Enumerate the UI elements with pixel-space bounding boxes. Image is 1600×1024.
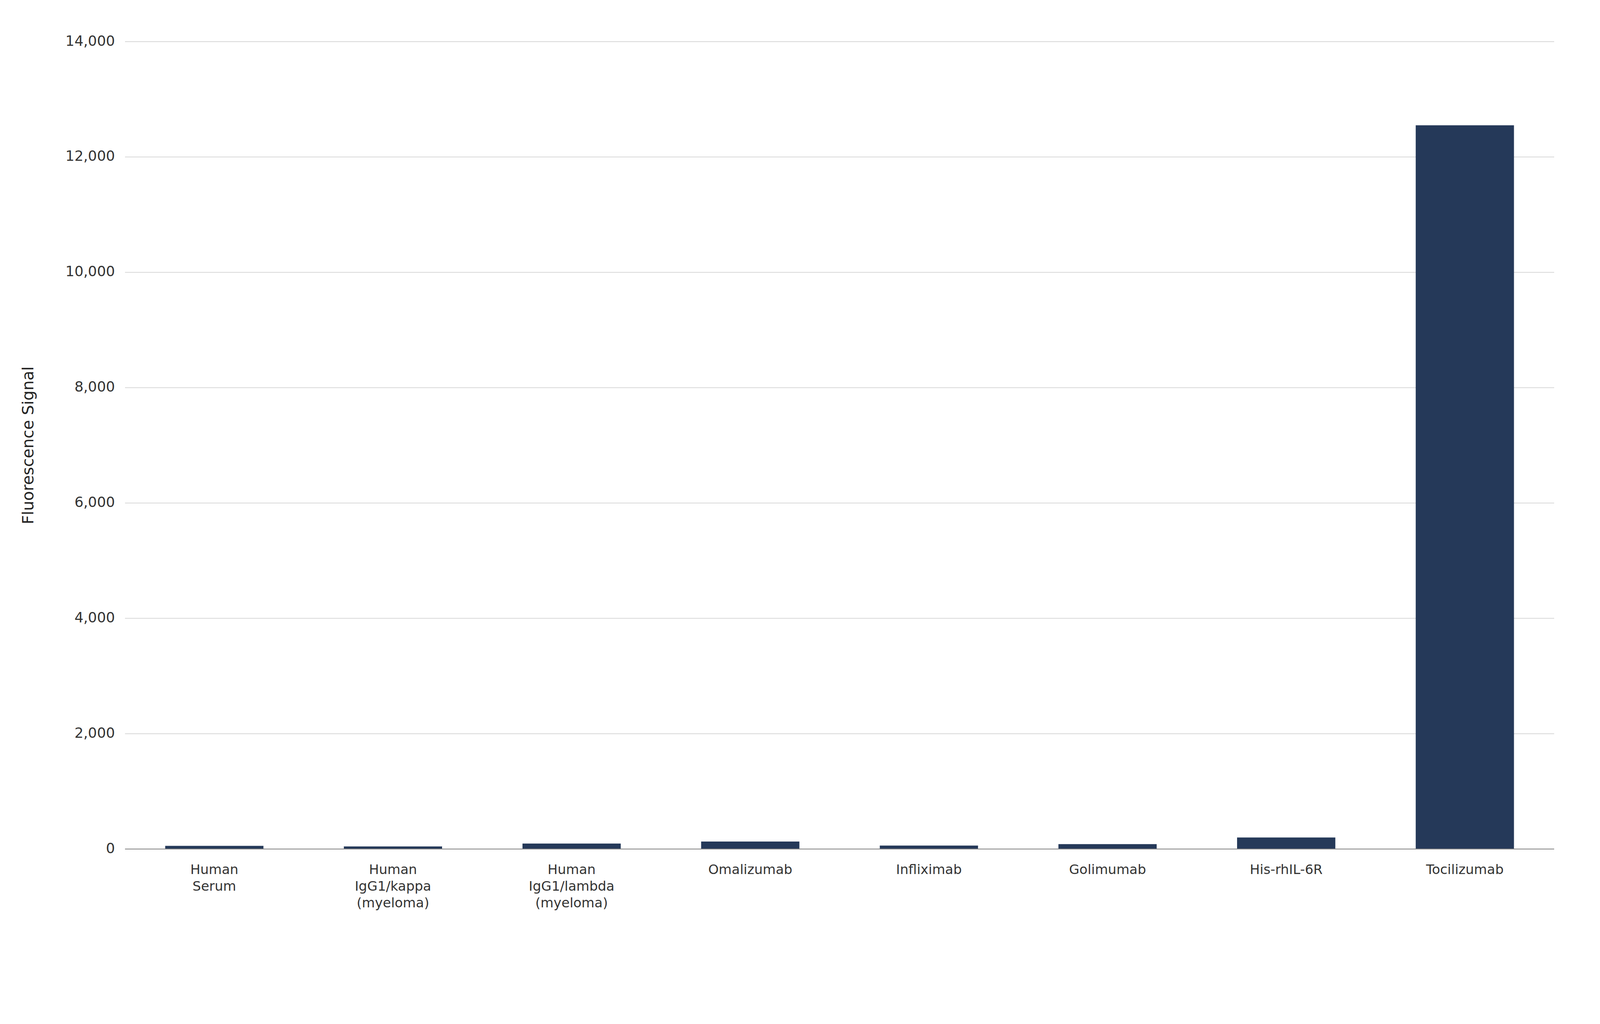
x-tick-label-line: Human (368, 861, 417, 878)
x-tick-label-line: Human (190, 861, 239, 878)
bar (701, 841, 800, 850)
grid-line (125, 156, 1555, 158)
grid-line (125, 41, 1555, 43)
bar (1237, 837, 1336, 850)
x-tick-label-line: Infliximab (896, 861, 963, 878)
x-tick-label: HumanIgG1/kappa(myeloma) (354, 861, 432, 911)
x-axis-line (125, 848, 1555, 850)
bar (1415, 125, 1515, 850)
bars (165, 125, 1514, 850)
x-tick-label: Tocilizumab (1425, 861, 1504, 878)
x-tick-label: HumanSerum (190, 861, 239, 895)
grid-line (125, 272, 1555, 273)
x-tick-label-line: IgG1/kappa (354, 878, 432, 895)
y-tick-label: 10,000 (65, 262, 115, 280)
x-tick-label: Infliximab (896, 861, 963, 878)
x-tick-label-line: His-rhIL-6R (1249, 861, 1323, 878)
y-ticks: 0 2,000 4,000 6,000 8,000 10,000 12,000 14,000 (65, 32, 115, 857)
grid-line (125, 733, 1555, 735)
grid-line (125, 848, 1555, 850)
x-ticks: HumanSerumHumanIgG1/kappa(myeloma)HumanI… (190, 861, 1504, 911)
x-tick-label-line: Tocilizumab (1425, 861, 1504, 878)
x-tick-label-line: (myeloma) (356, 895, 430, 911)
y-tick-label: 4,000 (74, 609, 115, 626)
bar (1058, 844, 1157, 850)
x-tick-label-line: Human (547, 861, 596, 878)
x-tick-label-line: IgG1/lambda (528, 878, 615, 895)
grid (125, 41, 1555, 850)
chart-container: 0 2,000 4,000 6,000 8,000 10,000 12,000 14,000 H… (0, 0, 1600, 1024)
y-tick-label: 2,000 (74, 724, 115, 742)
x-tick-label-line: Omalizumab (708, 861, 793, 878)
x-tick-label-line: Serum (192, 878, 237, 895)
y-tick-label: 8,000 (74, 378, 115, 395)
y-tick-label: 6,000 (74, 493, 115, 511)
background (0, 0, 1600, 1024)
grid-line (125, 502, 1555, 504)
y-tick-label: 14,000 (65, 32, 115, 50)
grid-line (125, 387, 1555, 389)
grid-line (125, 617, 1555, 619)
bar (165, 845, 264, 850)
chart-svg: 0 2,000 4,000 6,000 8,000 10,000 12,000 14,000 H… (0, 0, 1600, 1024)
y-tick-label: 0 (105, 840, 115, 857)
x-tick-label-line: Golimumab (1069, 861, 1147, 878)
bar (879, 845, 978, 850)
y-axis-label: Fluorescence Signal (18, 366, 38, 525)
x-tick-label: Golimumab (1069, 861, 1147, 878)
bar (522, 843, 621, 850)
x-tick-label: HumanIgG1/lambda(myeloma) (528, 861, 615, 911)
x-tick-label-line: (myeloma) (535, 895, 608, 911)
x-tick-label: Omalizumab (708, 861, 793, 878)
x-tick-label: His-rhIL-6R (1249, 861, 1323, 878)
y-tick-label: 12,000 (65, 147, 115, 165)
